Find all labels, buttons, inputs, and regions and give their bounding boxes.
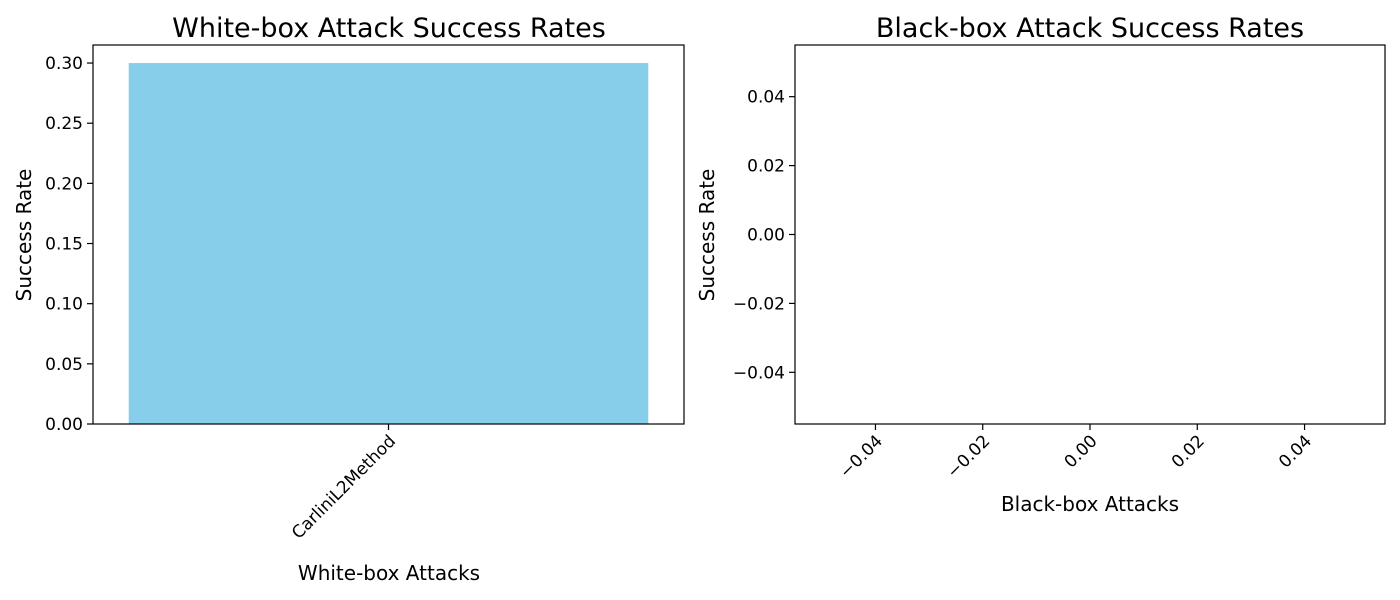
white-box-chart-title: White-box Attack Success Rates: [172, 13, 606, 44]
black-box-y-axis-label: Success Rate: [695, 169, 719, 302]
black-box-x-tick-label: 0.00: [1061, 431, 1102, 472]
black-box-y-tick-label: 0.02: [747, 157, 785, 177]
white-box-y-axis-label: Success Rate: [12, 169, 36, 302]
black-box-chart: Black-box Attack Success Rates −0.04−0.0…: [695, 13, 1386, 516]
white-box-y-tick-label: 0.15: [45, 235, 83, 255]
black-box-x-tick-label: 0.02: [1168, 431, 1209, 472]
white-box-y-ticks: 0.00 0.05 0.10 0.15 0.20 0.25 0.30: [45, 54, 93, 435]
white-box-x-axis-label: White-box Attacks: [298, 561, 480, 585]
black-box-y-tick-label: 0.00: [747, 226, 785, 246]
white-box-y-tick-label: 0.10: [45, 295, 83, 315]
black-box-plot-frame: [794, 44, 1386, 425]
black-box-x-tick-label: −0.02: [943, 431, 994, 482]
white-box-y-tick-label: 0.20: [45, 174, 83, 194]
bar-carlinil2method: [128, 63, 649, 425]
black-box-x-tick-label: 0.04: [1275, 431, 1316, 472]
black-box-x-tick-label: −0.04: [836, 431, 887, 482]
white-box-y-tick-label: 0.00: [45, 415, 83, 435]
white-box-y-tick-label: 0.25: [45, 114, 83, 134]
white-box-bars: [128, 63, 649, 425]
black-box-x-ticks: −0.04 −0.02 0.00 0.02 0.04: [836, 424, 1316, 482]
black-box-x-axis-label: Black-box Attacks: [1001, 492, 1179, 516]
black-box-y-ticks: −0.04 −0.02 0.00 0.02 0.04: [733, 88, 795, 383]
black-box-y-tick-label: 0.04: [747, 88, 785, 108]
white-box-x-ticks: CarliniL2Method: [288, 424, 400, 543]
black-box-chart-title: Black-box Attack Success Rates: [876, 13, 1304, 44]
white-box-chart: White-box Attack Success Rates 0.000.050…: [12, 13, 685, 585]
white-box-x-tick-label: CarliniL2Method: [288, 431, 400, 543]
white-box-y-tick-label: 0.30: [45, 54, 83, 74]
black-box-y-tick-label: −0.02: [733, 294, 785, 314]
black-box-y-tick-label: −0.04: [733, 363, 785, 383]
white-box-y-tick-label: 0.05: [45, 355, 83, 375]
